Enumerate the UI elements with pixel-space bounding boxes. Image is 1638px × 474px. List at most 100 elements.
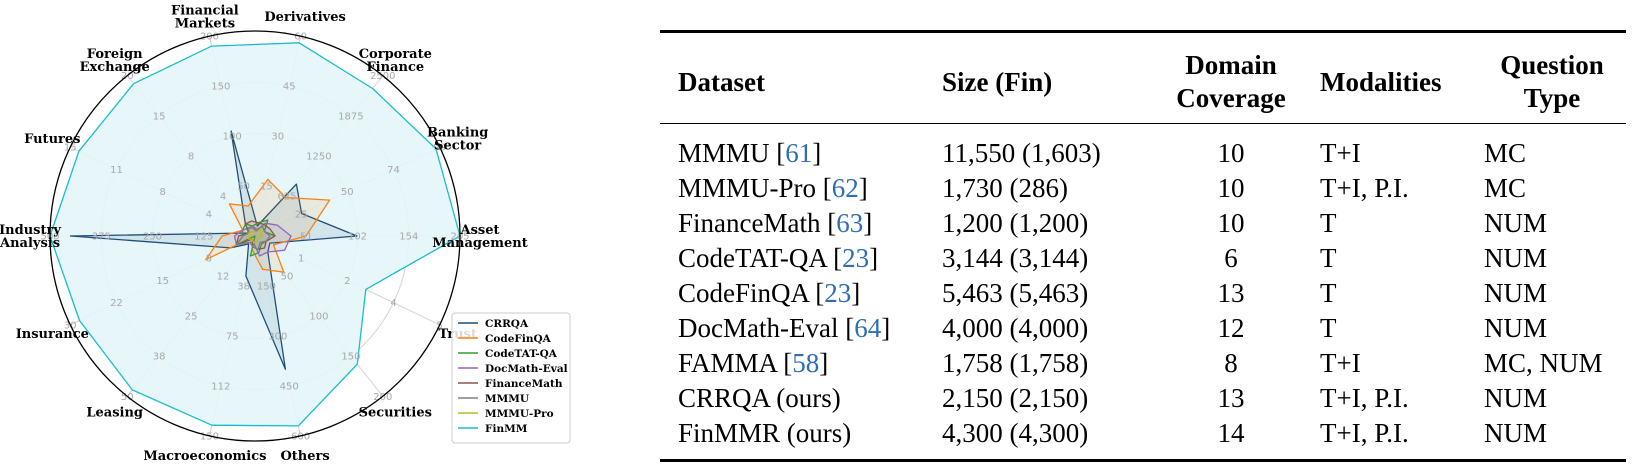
tick-label: 25 [185, 312, 198, 323]
axis-label: Others [280, 449, 329, 464]
tick-label: 12 [217, 272, 230, 283]
table-row: MMMU-Pro [62] 1,730 (286) 10 T+I, P.I. MC [660, 171, 1626, 206]
tick-label: 20 [121, 71, 134, 82]
series-mmmu [235, 225, 271, 250]
legend [451, 312, 571, 444]
citation-link[interactable]: 63 [836, 208, 864, 238]
citation-link[interactable]: 23 [824, 278, 852, 308]
tick-label: 22 [110, 298, 123, 309]
tick-label: 2 [344, 276, 350, 287]
table-header-row: Dataset Size (Fin) Domain Coverage Modali… [660, 31, 1626, 124]
table-row: FinanceMath [63] 1,200 (1,200) 10 T NUM [660, 206, 1626, 241]
header-question-type: Question Type [1500, 50, 1604, 113]
header-domain-coverage: Domain Coverage [1176, 50, 1286, 113]
table-row: CodeFinQA [23] 5,463 (5,463) 13 T NUM [660, 276, 1626, 311]
axis-label: Insurance [16, 327, 89, 342]
cell-size: 1,730 (286) [942, 173, 1068, 203]
cell-dataset: CodeFinQA [23] [678, 278, 861, 308]
tick-label: 375 [92, 232, 111, 243]
axis-label: Financial Markets [171, 4, 239, 32]
tick-label: 150 [211, 82, 230, 93]
tick-label: 200 [373, 392, 392, 403]
tick-label: 250 [143, 232, 162, 243]
cell-size: 4,000 (4,000) [942, 313, 1089, 343]
legend-label: CRRQA [485, 318, 529, 330]
tick-label: 100 [309, 312, 328, 323]
tick-label: 50 [121, 392, 134, 403]
cell-question-type: MC, NUM [1484, 348, 1603, 378]
table-row: CRRQA (ours) 2,150 (2,150) 13 T+I, P.I. NUM [660, 381, 1626, 416]
tick-label: 200 [200, 32, 219, 43]
axis-label: Leasing [86, 405, 143, 420]
dataset-comparison-table: Dataset Size (Fin) Domain Coverage Modali… [660, 30, 1626, 462]
tick-label: 4 [220, 191, 226, 202]
tick-label: 50 [281, 272, 294, 283]
citation-link[interactable]: 58 [792, 348, 820, 378]
tick-label: 75 [226, 331, 239, 342]
cell-domain-coverage: 13 [1217, 278, 1245, 308]
series-codefinqa [205, 178, 331, 273]
series-crrqa [69, 130, 358, 370]
axis-label: Industry Analysis [0, 223, 61, 251]
cell-question-type: MC [1484, 138, 1527, 168]
tick-label: 150 [341, 352, 360, 363]
cell-modalities: T+I [1320, 138, 1361, 168]
cell-question-type: NUM [1484, 243, 1548, 273]
cell-question-type: NUM [1484, 208, 1548, 238]
tick-label: 50 [341, 187, 354, 198]
cell-modalities: T [1320, 208, 1337, 238]
citation-link[interactable]: 23 [842, 243, 870, 273]
legend-label: FinanceMath [485, 378, 563, 390]
tick-label: 4 [206, 209, 212, 220]
tick-label: 1875 [338, 111, 363, 122]
tick-label: 8 [160, 187, 166, 198]
table-row: MMMU [61] 11,550 (1,603) 10 T+I MC [660, 124, 1626, 172]
axis-label: Banking Sector [427, 125, 488, 153]
tick-label: 11 [110, 165, 123, 176]
tick-label: 150 [257, 282, 276, 293]
cell-dataset: FinMMR (ours) [678, 418, 852, 448]
tick-label: 38 [237, 282, 250, 293]
cell-dataset: FinanceMath [63] [678, 208, 873, 238]
cell-question-type: NUM [1484, 383, 1548, 413]
cell-size: 1,758 (1,758) [942, 348, 1089, 378]
tick-label: 150 [200, 431, 219, 442]
axis-label: Corporate Finance [359, 47, 432, 75]
series-financemath [235, 220, 276, 250]
cell-domain-coverage: 13 [1217, 383, 1245, 413]
citation-link[interactable]: 62 [831, 173, 859, 203]
cell-question-type: NUM [1484, 418, 1548, 448]
axis-label: Securities [359, 405, 432, 420]
tick-label: 450 [280, 381, 299, 392]
table-row: CodeTAT-QA [23] 3,144 (3,144) 6 T NUM [660, 241, 1626, 276]
header-modalities: Modalities [1320, 66, 1442, 97]
legend-label: CodeTAT-QA [485, 348, 558, 360]
cell-domain-coverage: 8 [1224, 348, 1238, 378]
cell-question-type: NUM [1484, 313, 1548, 343]
citation-link[interactable]: 61 [785, 138, 813, 168]
tick-label: 2500 [370, 71, 395, 82]
axis-label: Futures [24, 132, 80, 147]
cell-domain-coverage: 10 [1217, 208, 1245, 238]
tick-label: 45 [283, 82, 296, 93]
tick-label: 15 [153, 111, 166, 122]
cell-modalities: T+I, P.I. [1320, 383, 1409, 413]
legend-label: FinMM [485, 423, 528, 435]
header-size: Size (Fin) [942, 66, 1053, 97]
tick-label: 4 [390, 298, 396, 309]
citation-link[interactable]: 64 [854, 313, 882, 343]
tick-label: 8 [188, 151, 194, 162]
tick-label: 51 [300, 232, 313, 243]
tick-label: 625 [277, 191, 296, 202]
cell-modalities: T+I [1320, 348, 1361, 378]
cell-dataset: MMMU-Pro [62] [678, 173, 868, 203]
tick-label: 50 [237, 182, 250, 193]
axis-label: Derivatives [264, 10, 345, 25]
cell-modalities: T+I, P.I. [1320, 173, 1409, 203]
radar-frame [49, 30, 461, 442]
tick-label: 15 [260, 182, 273, 193]
cell-size: 11,550 (1,603) [942, 138, 1101, 168]
cell-size: 4,300 (4,300) [942, 418, 1089, 448]
cell-modalities: T [1320, 313, 1337, 343]
tick-label: 30 [271, 132, 284, 143]
